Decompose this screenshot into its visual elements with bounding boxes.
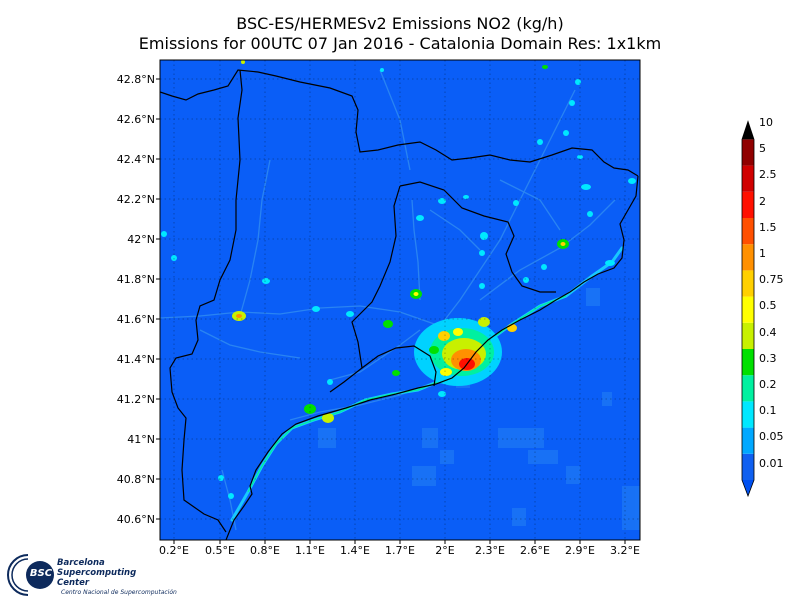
map-title: BSC-ES/HERMESv2 Emissions NO2 (kg/h) xyxy=(236,14,564,33)
sea-grid-cells xyxy=(318,288,640,530)
colorbar-segment xyxy=(742,191,754,218)
lat-tick-label: 42.2°N xyxy=(117,193,155,206)
colorbar-label: 0.5 xyxy=(759,299,777,313)
colorbar-segment xyxy=(742,244,754,271)
lat-tick-label: 42.6°N xyxy=(117,113,155,126)
lon-tick-label: 2.9°E xyxy=(565,544,595,557)
lat-tick-label: 42°N xyxy=(127,233,155,246)
colorbar-segment xyxy=(742,322,754,349)
bsc-logo-name: Barcelona Supercomputing Center xyxy=(57,558,136,588)
lat-tick-label: 41.8°N xyxy=(117,273,155,286)
border-lleida-barcelona xyxy=(329,185,401,393)
town-hotspots xyxy=(161,60,636,499)
colorbar-segment xyxy=(742,296,754,323)
colorbar-segment xyxy=(742,453,754,480)
colorbar-label: 0.01 xyxy=(759,456,784,470)
lon-tick-label: 0.2°E xyxy=(159,544,189,557)
colorbar-segment xyxy=(742,139,754,166)
colorbar-segment xyxy=(742,349,754,376)
lat-tick-label: 40.6°N xyxy=(117,513,155,526)
colorbar-label: 0.4 xyxy=(759,325,777,339)
colorbar-segment xyxy=(742,427,754,454)
lon-tick-label: 0.5°E xyxy=(205,544,235,557)
lon-tick-label: 0.8°E xyxy=(250,544,280,557)
colorbar-label: 0.05 xyxy=(759,430,784,444)
colorbar xyxy=(741,120,755,498)
colorbar-label: 2.5 xyxy=(759,168,777,182)
bsc-logo-icon xyxy=(7,554,54,596)
colorbar-label: 0.75 xyxy=(759,273,784,287)
graticule xyxy=(160,60,640,540)
colorbar-min-arrow xyxy=(742,480,754,496)
latitude-ticks: 42.8°N 42.6°N 42.4°N 42.2°N 42°N 41.8°N 41.6°N… xyxy=(117,73,160,526)
bsc-logo-name-line2: Supercomputing xyxy=(57,568,137,578)
border-aragon xyxy=(169,69,243,533)
colorbar-segment xyxy=(742,218,754,245)
colorbar-label: 0.1 xyxy=(759,404,777,418)
bsc-logo-name-line3: Center xyxy=(57,578,90,588)
colorbar-label: 0.2 xyxy=(759,378,777,391)
colorbar-segment xyxy=(742,270,754,297)
border-girona-barcelona xyxy=(399,181,556,293)
colorbar-outline xyxy=(741,120,755,498)
lat-tick-label: 40.8°N xyxy=(117,473,155,486)
lon-tick-label: 2.3°E xyxy=(475,544,505,557)
colorbar-segment xyxy=(742,401,754,428)
lat-tick-label: 42.4°N xyxy=(117,153,155,166)
lat-tick-label: 42.8°N xyxy=(117,73,155,86)
colorbar-label: 1.5 xyxy=(759,220,777,234)
colorbar-max-arrow xyxy=(742,121,754,140)
colorbar-label: 1 xyxy=(759,247,766,260)
bsc-logo-name-line1: Barcelona xyxy=(57,558,105,568)
lat-tick-label: 41.6°N xyxy=(117,313,155,326)
colorbar-label: 5 xyxy=(759,142,766,156)
bsc-logo-subtitle: Centro Nacional de Supercomputación xyxy=(61,589,177,596)
colorbar-label: 0.3 xyxy=(759,351,777,365)
colorbar-label: 2 xyxy=(759,194,766,208)
lat-tick-label: 41°N xyxy=(127,433,155,446)
lat-tick-label: 41.4°N xyxy=(117,353,155,366)
boundaries xyxy=(160,69,639,540)
border-tarragona-barcelona xyxy=(361,345,437,387)
colorbar-segment xyxy=(742,375,754,402)
colorbar-label: 10 xyxy=(759,116,773,129)
lat-tick-label: 41.2°N xyxy=(117,393,155,406)
lon-tick-label: 2°E xyxy=(435,544,454,557)
lon-tick-label: 1.1°E xyxy=(295,544,325,557)
map-subtitle: Emissions for 00UTC 07 Jan 2016 - Catalo… xyxy=(138,34,662,53)
bsc-logo-badge: BSC xyxy=(29,568,53,579)
lon-tick-label: 2.6°E xyxy=(520,544,550,557)
colorbar-segment xyxy=(742,165,754,192)
coastline xyxy=(225,175,639,540)
bsc-logo xyxy=(7,554,54,596)
longitude-ticks: 0.2°E 0.5°E 0.8°E 1.1°E 1.4°E 1.7°E 2°E 2.3°E 2.… xyxy=(159,540,640,557)
lon-tick-label: 1.4°E xyxy=(340,544,370,557)
lon-tick-label: 3.2°E xyxy=(610,544,640,557)
lon-tick-label: 1.7°E xyxy=(385,544,415,557)
coastal-line-hot xyxy=(247,295,567,493)
border-france-andorra xyxy=(160,69,639,177)
